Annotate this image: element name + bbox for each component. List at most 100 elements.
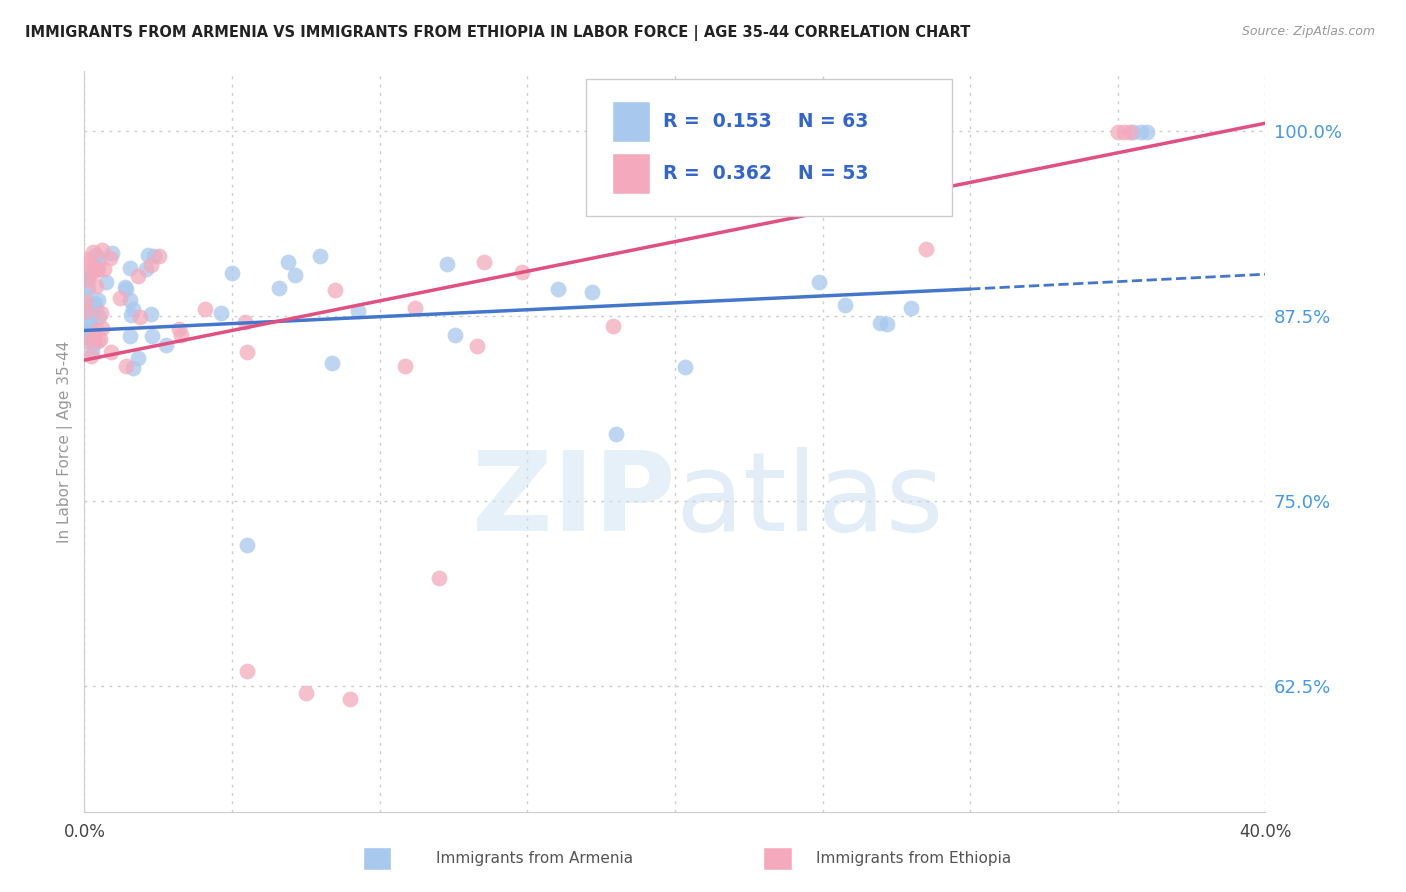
- Point: [581, 285, 603, 299]
- Point: [141, 329, 163, 343]
- Point: [394, 359, 416, 373]
- Point: [100, 344, 122, 359]
- Point: [284, 268, 307, 283]
- Point: [547, 282, 569, 296]
- Point: [808, 276, 831, 290]
- Point: [277, 255, 299, 269]
- Point: [120, 261, 142, 276]
- Point: [73, 327, 96, 342]
- Text: ZIP: ZIP: [471, 447, 675, 554]
- Point: [93, 262, 115, 277]
- Text: R =  0.153    N = 63: R = 0.153 N = 63: [664, 112, 869, 131]
- Point: [1112, 125, 1135, 139]
- Point: [82, 259, 104, 273]
- Point: [90, 321, 112, 335]
- Point: [91, 243, 114, 257]
- Y-axis label: In Labor Force | Age 35-44: In Labor Force | Age 35-44: [58, 341, 73, 542]
- Point: [142, 249, 165, 263]
- Point: [118, 293, 141, 308]
- Point: [118, 329, 141, 343]
- Point: [673, 359, 696, 374]
- Point: [136, 247, 159, 261]
- Point: [194, 302, 217, 317]
- Point: [1107, 125, 1129, 139]
- Point: [98, 251, 121, 265]
- Point: [221, 266, 243, 280]
- Point: [444, 327, 467, 342]
- Point: [122, 361, 145, 376]
- Point: [309, 249, 332, 263]
- Point: [89, 310, 111, 324]
- Point: [79, 317, 101, 331]
- Point: [1130, 125, 1153, 139]
- Point: [155, 338, 177, 352]
- Point: [84, 302, 107, 317]
- Point: [80, 298, 103, 312]
- Text: Immigrants from Armenia: Immigrants from Armenia: [436, 851, 633, 865]
- Text: IMMIGRANTS FROM ARMENIA VS IMMIGRANTS FROM ETHIOPIA IN LABOR FORCE | AGE 35-44 C: IMMIGRANTS FROM ARMENIA VS IMMIGRANTS FR…: [25, 25, 970, 41]
- Point: [82, 344, 104, 359]
- Bar: [612, 153, 650, 194]
- Point: [80, 323, 103, 337]
- Point: [75, 293, 97, 308]
- Point: [76, 252, 98, 267]
- Text: Source: ZipAtlas.com: Source: ZipAtlas.com: [1241, 25, 1375, 38]
- Point: [1136, 125, 1159, 139]
- Point: [94, 275, 117, 289]
- Point: [427, 571, 450, 585]
- Point: [75, 304, 97, 318]
- Point: [84, 279, 107, 293]
- Point: [101, 246, 124, 260]
- Point: [76, 269, 98, 284]
- Point: [404, 301, 426, 315]
- Point: [605, 427, 627, 442]
- Point: [323, 283, 346, 297]
- Point: [1122, 125, 1144, 139]
- Point: [876, 317, 898, 331]
- Point: [87, 261, 110, 276]
- Point: [347, 304, 370, 318]
- Point: [170, 328, 193, 343]
- Point: [75, 271, 97, 285]
- Point: [127, 269, 149, 284]
- Point: [76, 273, 98, 287]
- Point: [87, 252, 110, 267]
- Point: [114, 280, 136, 294]
- Point: [76, 334, 98, 349]
- Point: [80, 350, 103, 364]
- Point: [602, 318, 624, 333]
- Point: [900, 301, 922, 316]
- Point: [127, 351, 149, 366]
- Point: [169, 322, 191, 336]
- Point: [82, 244, 104, 259]
- Point: [90, 306, 112, 320]
- Point: [235, 345, 257, 359]
- Point: [80, 333, 103, 347]
- Text: Immigrants from Ethiopia: Immigrants from Ethiopia: [817, 851, 1011, 865]
- Point: [120, 309, 142, 323]
- Point: [89, 332, 111, 346]
- Point: [80, 305, 103, 319]
- FancyBboxPatch shape: [586, 78, 952, 216]
- Text: atlas: atlas: [675, 447, 943, 554]
- Point: [108, 291, 131, 305]
- Point: [295, 686, 318, 700]
- Text: R =  0.362    N = 53: R = 0.362 N = 53: [664, 164, 869, 183]
- Point: [83, 336, 105, 351]
- Point: [269, 280, 291, 294]
- Point: [75, 304, 97, 318]
- Point: [75, 289, 97, 303]
- Point: [869, 316, 891, 330]
- Point: [121, 301, 143, 316]
- Point: [86, 263, 108, 277]
- Point: [236, 538, 259, 552]
- Point: [75, 256, 97, 270]
- Point: [87, 334, 110, 349]
- Point: [472, 254, 495, 268]
- Point: [77, 281, 100, 295]
- Point: [233, 315, 256, 329]
- Point: [82, 264, 104, 278]
- Point: [87, 293, 110, 307]
- Point: [339, 692, 361, 706]
- Point: [86, 323, 108, 337]
